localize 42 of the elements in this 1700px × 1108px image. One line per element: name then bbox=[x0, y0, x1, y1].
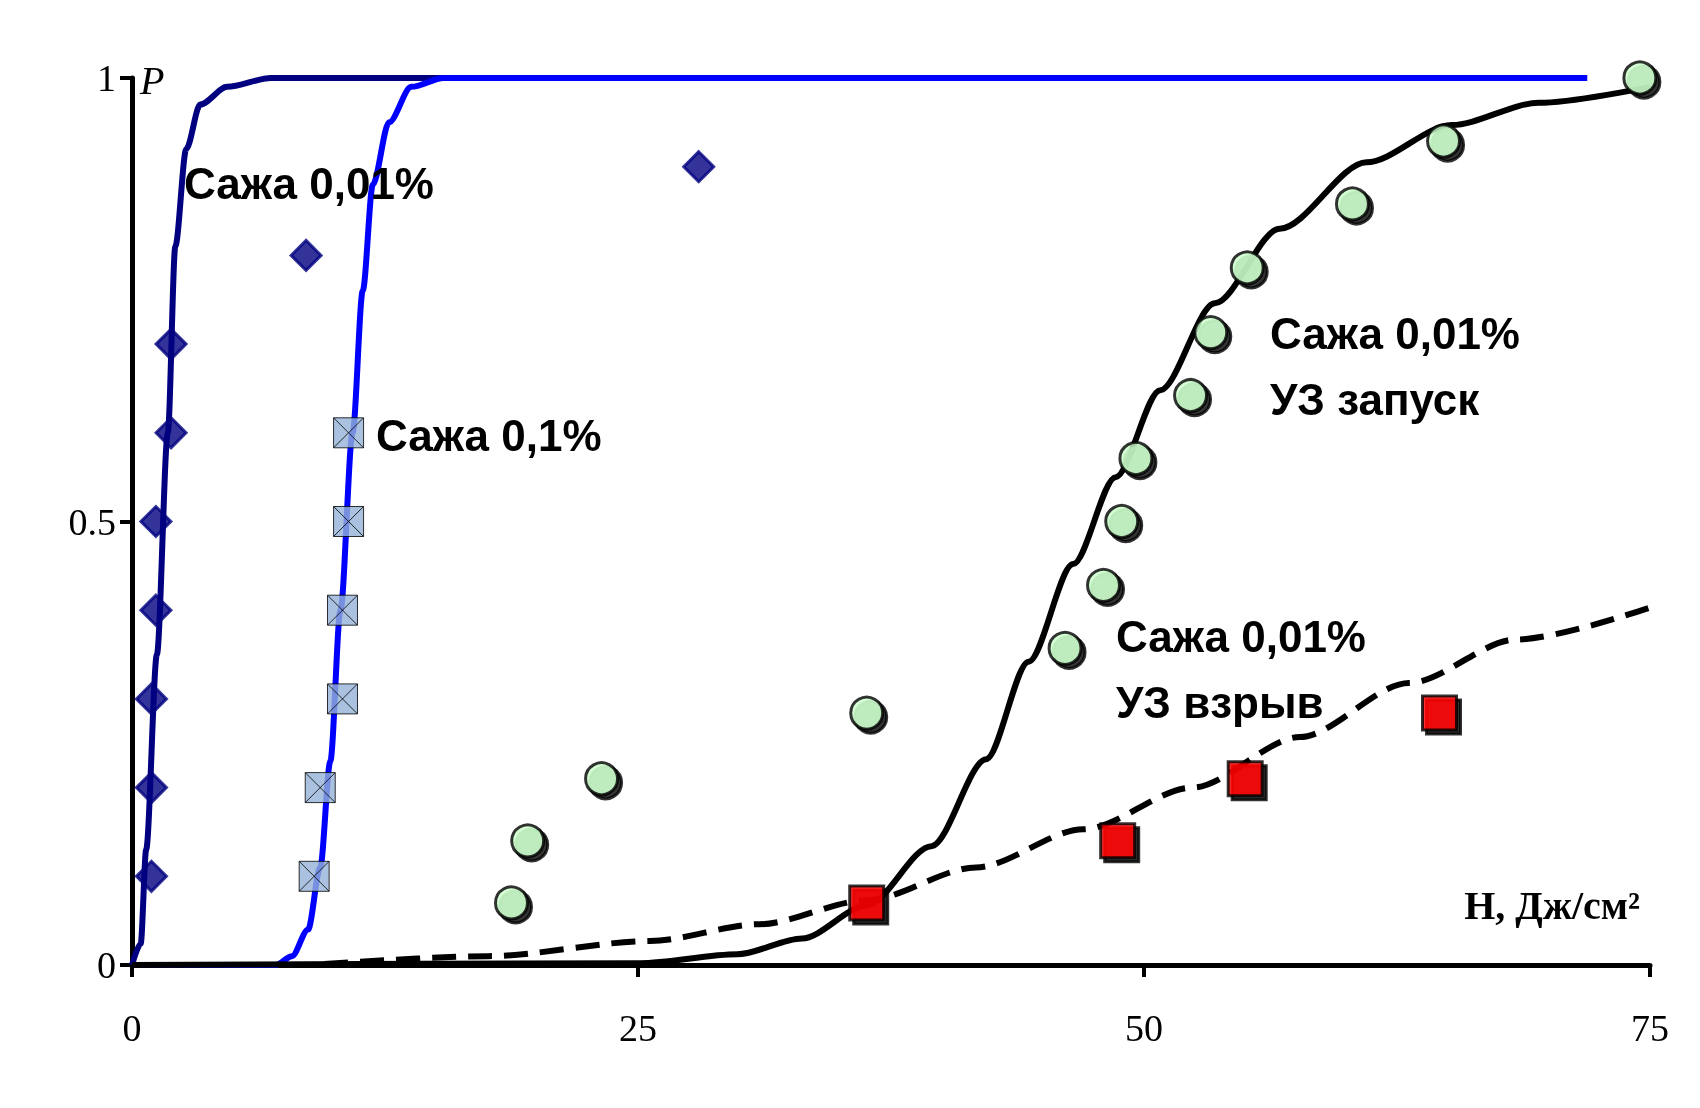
point bbox=[134, 771, 168, 805]
point bbox=[494, 885, 529, 921]
point bbox=[1622, 60, 1658, 96]
point bbox=[304, 772, 336, 804]
y-tick-label: 1 bbox=[97, 57, 116, 99]
annotation: Сажа 0,01% УЗ запуск bbox=[1270, 308, 1545, 424]
point bbox=[1104, 504, 1140, 539]
point bbox=[289, 238, 323, 272]
point bbox=[584, 761, 620, 797]
x-tick-label: 25 bbox=[619, 1007, 657, 1049]
point bbox=[333, 506, 365, 537]
x-axis-title: H, Дж/см² bbox=[1464, 882, 1640, 928]
point bbox=[849, 695, 885, 731]
point bbox=[848, 884, 886, 922]
point bbox=[1118, 441, 1154, 477]
point bbox=[327, 683, 358, 715]
point bbox=[1335, 186, 1370, 222]
point bbox=[1086, 567, 1122, 603]
point bbox=[154, 327, 188, 361]
point bbox=[1226, 760, 1264, 798]
point bbox=[139, 505, 173, 538]
point bbox=[154, 416, 188, 450]
x-tick-label: 50 bbox=[1125, 1007, 1163, 1049]
point bbox=[1426, 123, 1462, 159]
point bbox=[682, 150, 716, 184]
point bbox=[1421, 694, 1458, 732]
y-tick-label: 0.5 bbox=[68, 500, 116, 543]
point bbox=[1229, 250, 1265, 286]
point bbox=[1193, 315, 1229, 351]
point bbox=[1099, 822, 1137, 860]
point bbox=[134, 682, 168, 716]
annotation: Сажа 0,01% УЗ взрыв bbox=[1116, 611, 1391, 727]
y-axis-title: P bbox=[139, 57, 165, 103]
annotation: Сажа 0,1% bbox=[376, 410, 602, 460]
point bbox=[510, 823, 546, 859]
point bbox=[1173, 378, 1209, 414]
x-tick-label: 75 bbox=[1631, 1007, 1669, 1049]
point bbox=[134, 859, 168, 893]
y-tick-label: 0 bbox=[97, 944, 116, 986]
point bbox=[298, 860, 330, 892]
point bbox=[1047, 630, 1083, 666]
point bbox=[139, 593, 173, 627]
